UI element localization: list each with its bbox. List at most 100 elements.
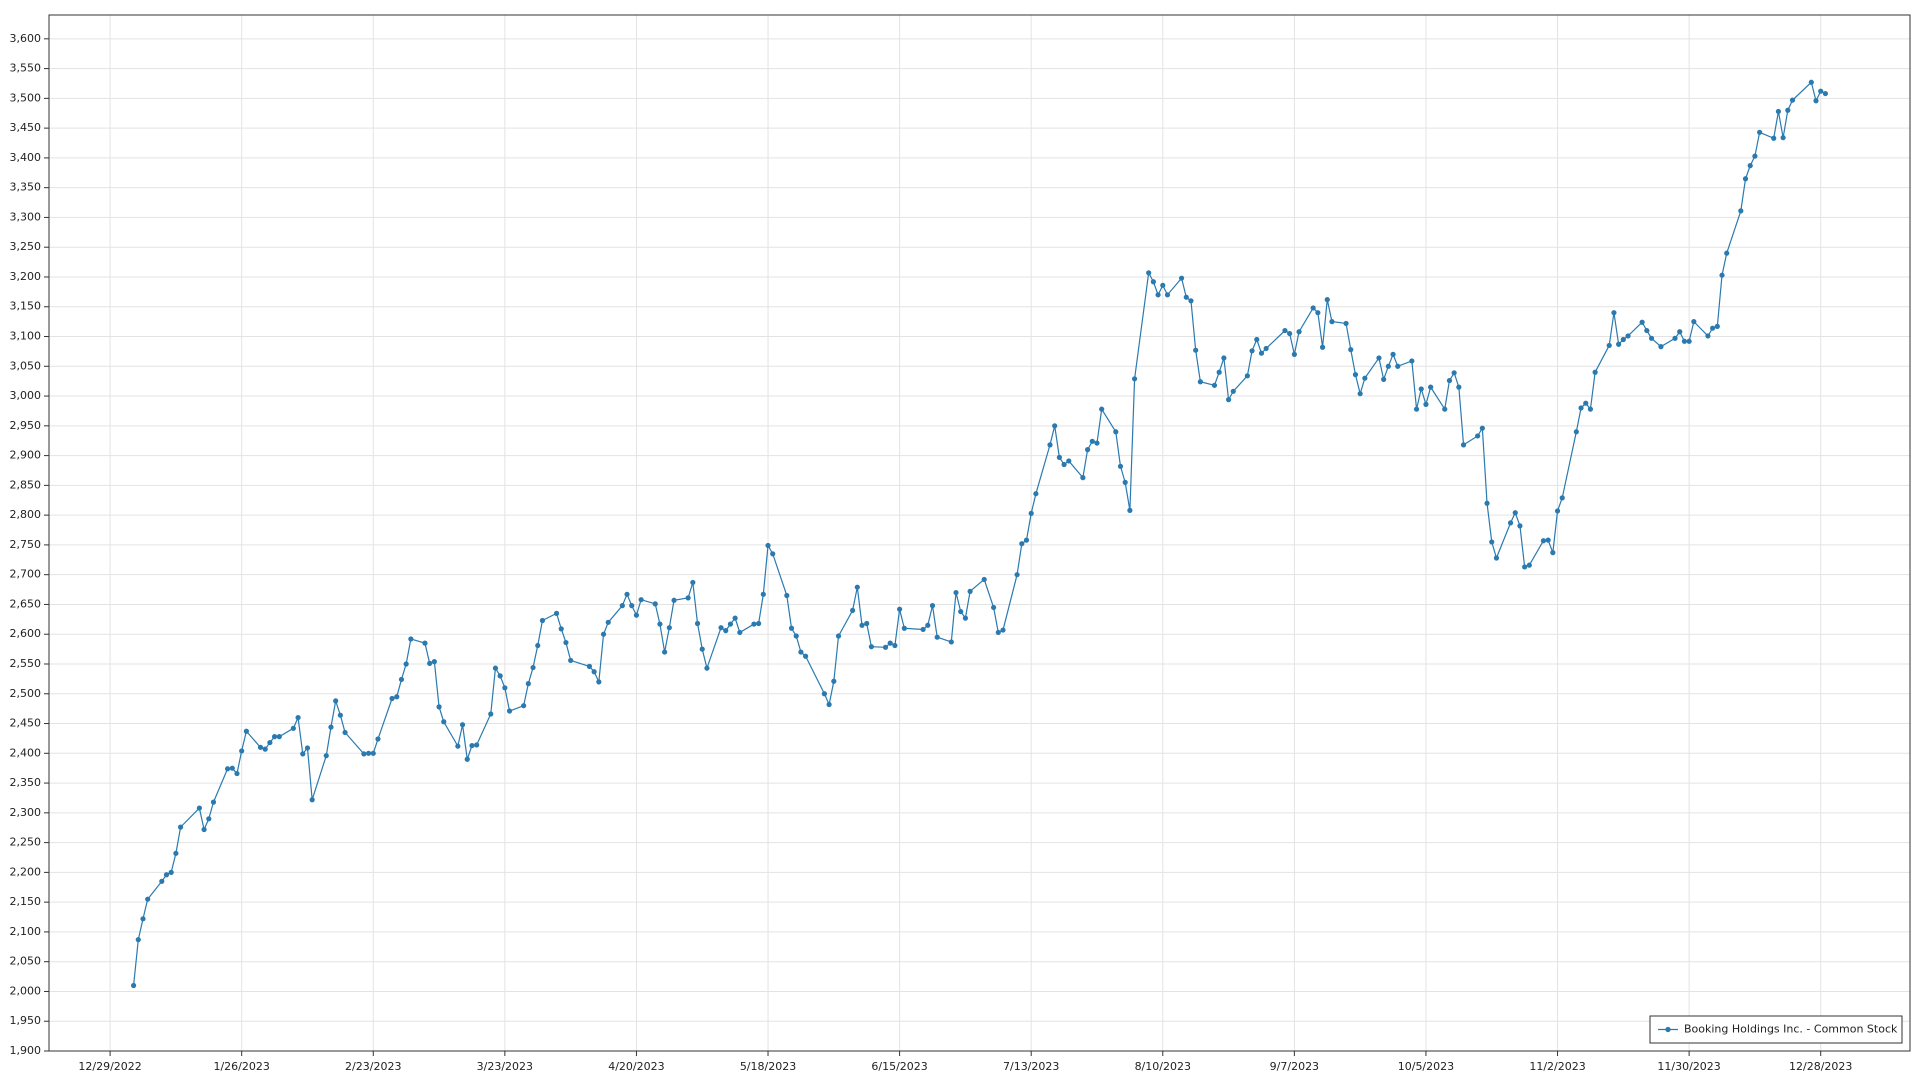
data-point (1310, 305, 1316, 311)
data-point (1291, 351, 1297, 357)
data-point (1263, 345, 1269, 352)
data-point (1409, 358, 1415, 364)
data-point (727, 621, 734, 627)
data-point (135, 937, 141, 943)
data-point (394, 694, 400, 700)
y-tick-label: 2,200 (10, 865, 42, 878)
data-point (958, 608, 964, 615)
data-point (304, 745, 311, 751)
data-point (1639, 319, 1645, 325)
data-point (1183, 294, 1189, 300)
data-point (1648, 335, 1655, 341)
data-point (568, 657, 574, 664)
y-tick-label: 3,150 (10, 300, 42, 313)
data-point (1714, 323, 1720, 329)
data-point (760, 591, 766, 597)
data-point (821, 691, 828, 697)
y-tick-label: 2,800 (10, 508, 42, 521)
data-point (600, 631, 607, 637)
data-point (1117, 463, 1124, 469)
data-point (732, 615, 738, 621)
data-point (1545, 537, 1551, 543)
data-point (803, 653, 809, 659)
data-point (370, 750, 376, 756)
data-point (488, 711, 494, 717)
data-point (864, 620, 870, 627)
data-point (1385, 363, 1391, 369)
data-point (793, 633, 799, 639)
data-point (1319, 344, 1326, 350)
data-point (1390, 351, 1396, 357)
data-point (605, 619, 611, 625)
data-point (1686, 338, 1692, 344)
legend-marker (1665, 1026, 1671, 1033)
data-point (1254, 336, 1260, 343)
data-point (1423, 401, 1429, 407)
data-point (1559, 495, 1565, 501)
data-point (1282, 327, 1288, 334)
y-tick-label: 3,200 (10, 270, 42, 283)
data-point (1061, 461, 1067, 468)
data-point (925, 622, 931, 628)
data-point (539, 617, 546, 624)
x-tick-label: 6/15/2023 (871, 1060, 927, 1073)
data-point (1446, 377, 1453, 384)
data-point (1738, 208, 1744, 214)
data-point (1155, 292, 1161, 298)
data-point (1258, 350, 1265, 356)
data-point (638, 597, 644, 603)
data-point (1451, 370, 1457, 376)
x-tick-label: 7/13/2023 (1003, 1060, 1059, 1073)
y-tick-label: 2,600 (10, 627, 42, 640)
data-point (1315, 310, 1321, 316)
y-tick-label: 2,100 (10, 925, 42, 938)
data-point (685, 595, 691, 601)
data-point (159, 878, 165, 884)
y-tick-label: 2,000 (10, 984, 42, 997)
data-point (652, 601, 658, 607)
data-point (535, 642, 541, 649)
data-point (1376, 355, 1382, 361)
data-point (934, 634, 940, 640)
x-tick-label: 5/18/2023 (740, 1060, 796, 1073)
data-point (337, 712, 343, 718)
data-point (1672, 335, 1678, 341)
data-point (1442, 406, 1448, 412)
data-point (145, 896, 151, 902)
y-tick-label: 2,250 (10, 836, 42, 849)
data-point (525, 681, 531, 687)
data-point (436, 704, 442, 710)
data-point (596, 679, 602, 685)
data-point (267, 739, 273, 746)
x-tick-label: 12/28/2023 (1789, 1060, 1852, 1073)
data-point (271, 734, 278, 740)
data-point (130, 982, 137, 989)
data-point (1052, 423, 1058, 429)
data-point (276, 734, 282, 740)
data-point (1512, 510, 1518, 516)
data-point (563, 639, 569, 646)
data-point (1056, 454, 1062, 460)
data-point (441, 719, 447, 725)
data-point (901, 625, 907, 631)
data-point (1131, 376, 1138, 382)
data-point (1526, 562, 1532, 568)
data-point (868, 644, 875, 650)
x-tick-label: 10/5/2023 (1398, 1060, 1454, 1073)
data-point (1000, 627, 1006, 633)
y-tick-label: 2,150 (10, 895, 42, 908)
y-tick-label: 2,850 (10, 478, 42, 491)
data-point (1578, 405, 1584, 411)
y-tick-label: 3,100 (10, 330, 42, 343)
y-tick-label: 2,500 (10, 687, 42, 700)
data-point (328, 724, 334, 730)
data-point (788, 625, 795, 631)
data-point (831, 678, 837, 684)
data-point (558, 626, 564, 632)
data-point (1606, 342, 1612, 349)
y-tick-label: 2,550 (10, 657, 42, 670)
data-point (1329, 319, 1335, 325)
data-point (1225, 397, 1232, 403)
data-point (1484, 500, 1490, 506)
y-tick-label: 3,600 (10, 32, 42, 45)
